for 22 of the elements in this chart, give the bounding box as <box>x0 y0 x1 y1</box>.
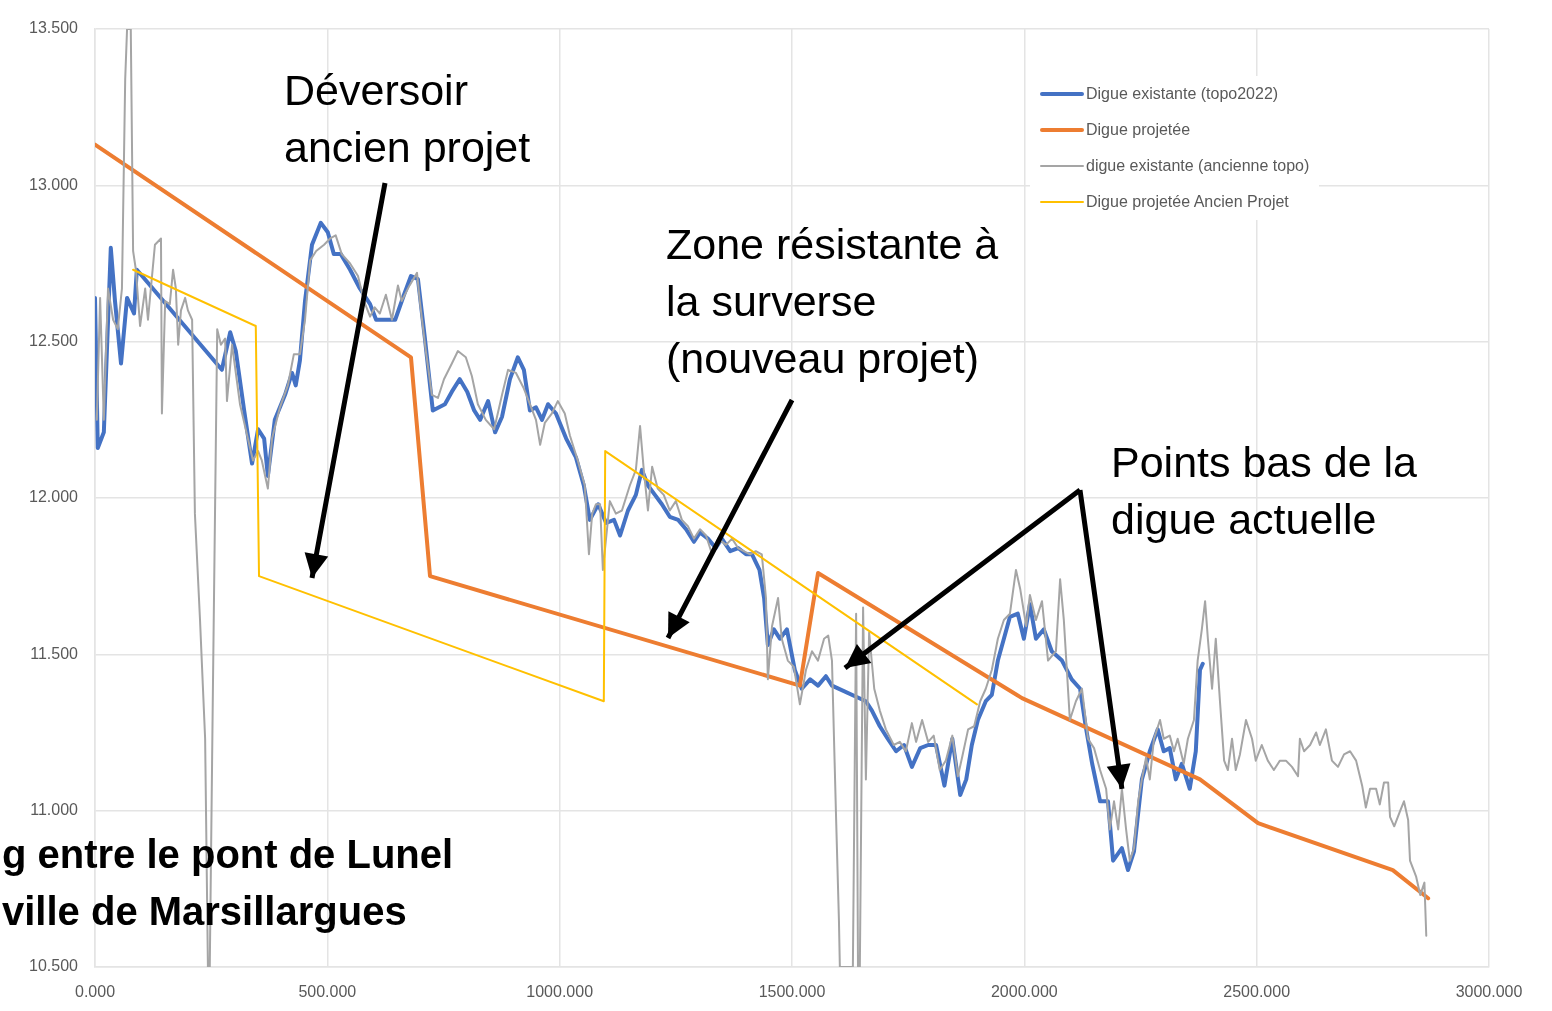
y-tick-label: 12.500 <box>29 332 79 350</box>
legend-label: Digue projetée <box>1086 121 1191 139</box>
annotation: Points bas de la digue actuelle <box>1111 437 1417 545</box>
y-tick-label: 11.500 <box>30 644 79 662</box>
y-tick-label: 12.000 <box>29 488 79 506</box>
y-tick-label: 13.000 <box>29 175 79 193</box>
x-tick-label: 2500.000 <box>1223 983 1291 1001</box>
legend-label: Digue existante (topo2022) <box>1086 85 1279 103</box>
legend-label: digue existante (ancienne topo) <box>1086 157 1310 175</box>
x-tick-label: 3000.000 <box>1455 983 1523 1001</box>
y-tick-label: 11.000 <box>30 801 79 819</box>
annotation: Zone résistante à la surverse (nouveau projet) <box>666 219 999 384</box>
annotation: g entre le pont de Lunel ville de Marsillargues <box>2 831 454 935</box>
x-tick-label: 1500.000 <box>758 983 826 1001</box>
x-tick-label: 1000.000 <box>526 983 594 1001</box>
x-tick-label: 500.000 <box>298 983 357 1001</box>
annotation: Déversoir ancien projet <box>284 65 531 173</box>
y-tick-label: 13.500 <box>29 19 79 37</box>
x-tick-label: 0.000 <box>74 983 116 1001</box>
x-tick-label: 2000.000 <box>990 983 1058 1001</box>
legend-label: Digue projetée Ancien Projet <box>1086 193 1289 211</box>
y-tick-label: 10.500 <box>29 957 79 975</box>
